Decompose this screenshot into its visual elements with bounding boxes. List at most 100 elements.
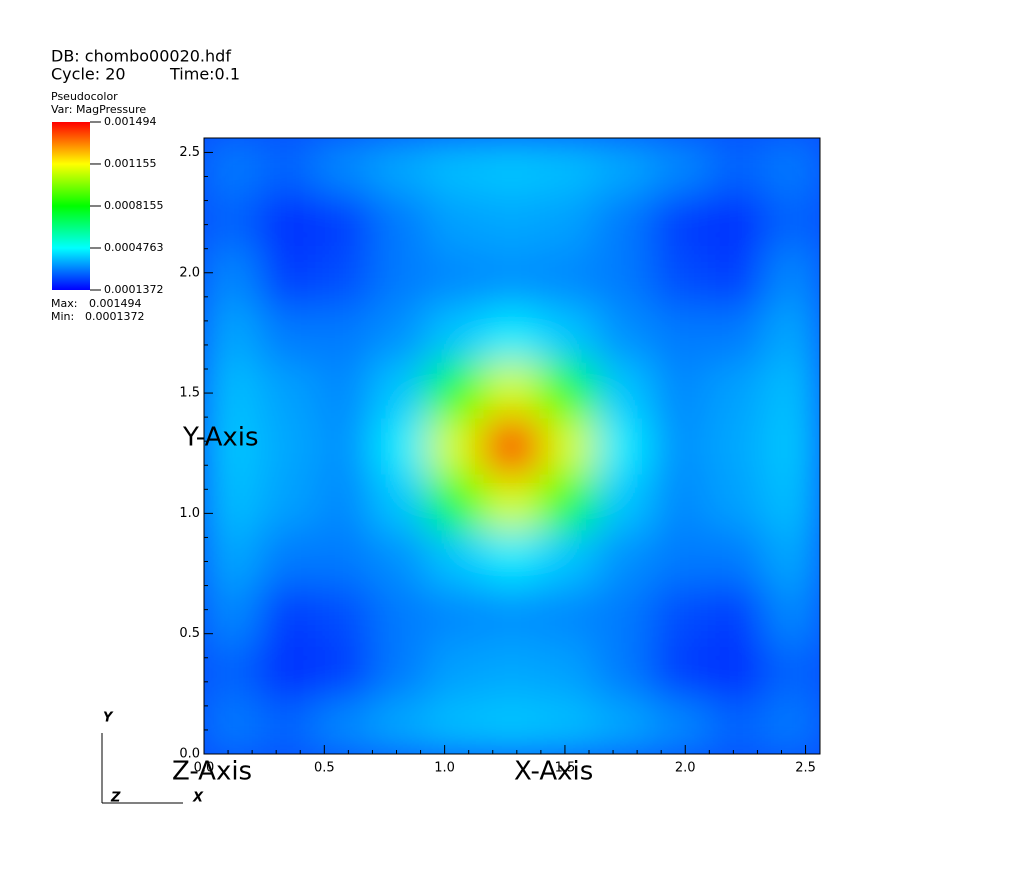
- x-tick-label: 1.5: [555, 761, 576, 776]
- db-name: DB: chombo00020.hdf: [51, 47, 231, 66]
- field-cell: [483, 249, 541, 307]
- field-cell: [371, 138, 429, 195]
- field-cell: [483, 193, 541, 251]
- field-cell: [259, 417, 317, 475]
- field-cell: [539, 585, 597, 643]
- plot-frame: [203, 137, 821, 755]
- field-cell: [204, 529, 261, 587]
- field-cell: [371, 249, 429, 307]
- y-tick-label: 0.0: [179, 747, 200, 762]
- field-cell: [707, 697, 765, 754]
- field-cell: [427, 641, 485, 699]
- field-cell: [539, 193, 597, 251]
- field-cell: [483, 361, 541, 419]
- field-cell: [763, 697, 820, 754]
- triad-x: X: [192, 791, 204, 806]
- colorbar-tick-label: 0.0008155: [104, 199, 164, 212]
- field-cell: [204, 697, 261, 754]
- field-cell: [539, 417, 597, 475]
- field-cell: [427, 585, 485, 643]
- field-cell: [204, 585, 261, 643]
- field-cell: [707, 249, 765, 307]
- field-cell: [204, 417, 261, 475]
- field-cell: [371, 305, 429, 363]
- field-cell: [707, 138, 765, 195]
- triad-y: Y: [103, 711, 114, 726]
- field-cell: [315, 361, 373, 419]
- x-tick-label: 1.0: [434, 761, 455, 776]
- field-cell: [427, 305, 485, 363]
- field-cell: [204, 249, 261, 307]
- field-cells: [204, 138, 820, 754]
- field-cell: [763, 641, 820, 699]
- field-cell: [539, 361, 597, 419]
- field-cell: [371, 697, 429, 754]
- field-cell: [315, 585, 373, 643]
- field-cell: [539, 138, 597, 195]
- field-cell: [427, 697, 485, 754]
- field-cell: [315, 305, 373, 363]
- field-cell: [651, 138, 709, 195]
- field-cell: [483, 417, 541, 475]
- field-cell: [427, 473, 485, 531]
- field-cell: [483, 585, 541, 643]
- time: Time:0.1: [169, 65, 240, 84]
- field-cell: [595, 417, 653, 475]
- field-cell: [371, 417, 429, 475]
- field-cell: [651, 249, 709, 307]
- field-cell: [651, 417, 709, 475]
- plot-name: Pseudocolor: [51, 90, 118, 103]
- field-cell: [371, 193, 429, 251]
- field-cell: [651, 697, 709, 754]
- field-cell: [763, 529, 820, 587]
- field-cell: [204, 138, 261, 195]
- field-cell: [483, 641, 541, 699]
- field-cell: [371, 473, 429, 531]
- max-label: Max:: [51, 297, 77, 310]
- field-cell: [259, 585, 317, 643]
- field-cell: [539, 697, 597, 754]
- triad-z: Z: [110, 791, 121, 806]
- x-tick-label: 2.0: [675, 761, 696, 776]
- field-cell: [707, 641, 765, 699]
- field-cell: [707, 585, 765, 643]
- field-cell: [315, 138, 373, 195]
- field-cell: [315, 697, 373, 754]
- x-tick-label: 0.0: [194, 761, 215, 776]
- field-cell: [763, 249, 820, 307]
- field-cell: [763, 138, 820, 195]
- field-cell: [204, 193, 261, 251]
- field-cell: [259, 138, 317, 195]
- x-tick-label: 0.5: [314, 761, 335, 776]
- colorbar: [52, 122, 90, 290]
- colorbar-tick-label: 0.001155: [104, 157, 157, 170]
- y-tick-label: 2.5: [179, 145, 200, 160]
- field-cell: [259, 361, 317, 419]
- field-cell: [595, 529, 653, 587]
- field-cell: [707, 529, 765, 587]
- field-cell: [204, 641, 261, 699]
- variable: Var: MagPressure: [51, 103, 146, 116]
- field-cell: [371, 585, 429, 643]
- field-cell: [651, 641, 709, 699]
- field-cell: [204, 361, 261, 419]
- field-cell: [763, 193, 820, 251]
- field-cell: [763, 473, 820, 531]
- field-cell: [315, 529, 373, 587]
- field-cell: [763, 417, 820, 475]
- field-cell: [539, 529, 597, 587]
- max-value: 0.001494: [89, 297, 142, 310]
- field-cell: [595, 361, 653, 419]
- y-tick-label: 2.0: [179, 265, 200, 280]
- field-cell: [259, 249, 317, 307]
- field-cell: [707, 473, 765, 531]
- min-label: Min:: [51, 310, 74, 323]
- field-cell: [483, 697, 541, 754]
- y-axis-title: Y-Axis: [182, 423, 259, 453]
- field-cell: [259, 305, 317, 363]
- field-cell: [259, 193, 317, 251]
- field-cell: [595, 249, 653, 307]
- field-cell: [595, 138, 653, 195]
- field-cell: [315, 193, 373, 251]
- min-value: 0.0001372: [85, 310, 145, 323]
